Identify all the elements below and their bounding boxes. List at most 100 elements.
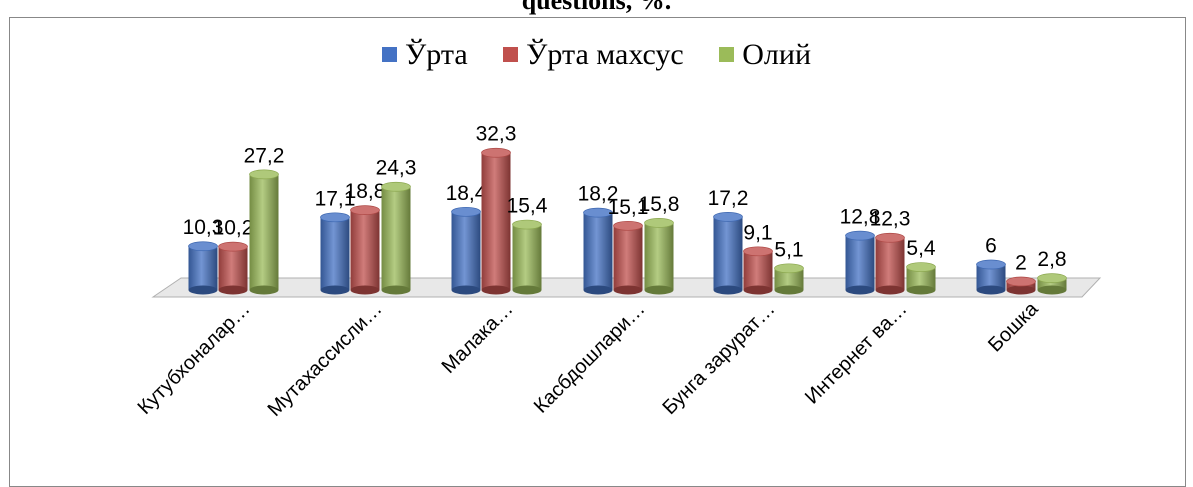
category-label: Мутахассисли… bbox=[264, 298, 387, 421]
legend-swatch-series-3 bbox=[719, 47, 735, 62]
bar-body bbox=[774, 268, 804, 290]
bar bbox=[613, 220, 643, 295]
bar-body bbox=[188, 246, 218, 290]
bar-top bbox=[613, 220, 643, 231]
bar bbox=[218, 241, 248, 295]
bar bbox=[583, 207, 613, 295]
bar-top bbox=[774, 263, 804, 274]
bar bbox=[976, 259, 1006, 295]
bar-body bbox=[743, 251, 773, 290]
bar-base bbox=[1037, 285, 1067, 295]
data-label: 12,8 bbox=[840, 206, 881, 229]
chart-title: questions, %. bbox=[521, 0, 672, 15]
bar bbox=[1006, 276, 1036, 295]
legend-label-series-2: Ўрта махсус bbox=[526, 37, 684, 71]
legend-item-series-3: Олий bbox=[719, 38, 811, 72]
bar-base bbox=[451, 285, 481, 295]
bar-base bbox=[481, 285, 511, 295]
bar-base bbox=[583, 285, 613, 295]
category-label: Малака… bbox=[438, 298, 518, 378]
data-label: 6 bbox=[985, 235, 997, 258]
bar bbox=[481, 147, 511, 295]
bar-body bbox=[451, 211, 481, 290]
bar-body bbox=[644, 222, 674, 290]
category-label: Бошка bbox=[984, 297, 1043, 356]
bar-top bbox=[320, 212, 350, 223]
data-label: 15,4 bbox=[507, 195, 548, 218]
bar-base bbox=[613, 285, 643, 295]
bar-top bbox=[845, 230, 875, 241]
bar-base bbox=[906, 285, 936, 295]
category-label: Интернет ва… bbox=[801, 298, 912, 409]
data-label: 15,1 bbox=[608, 196, 649, 219]
bar bbox=[249, 169, 279, 295]
bar-top bbox=[451, 206, 481, 217]
bar bbox=[1037, 273, 1067, 295]
data-label: 12,3 bbox=[870, 208, 911, 231]
bar bbox=[743, 246, 773, 295]
bar-base bbox=[976, 285, 1006, 295]
bar-top bbox=[381, 181, 411, 192]
bar-base bbox=[1006, 285, 1036, 295]
bar-base bbox=[188, 285, 218, 295]
bar bbox=[713, 212, 743, 295]
bar-top bbox=[906, 262, 936, 272]
data-label: 2 bbox=[1015, 252, 1027, 275]
bar-base bbox=[218, 285, 248, 295]
bar-base bbox=[249, 285, 279, 295]
bar bbox=[320, 212, 350, 295]
bar bbox=[906, 262, 936, 295]
bar-body bbox=[481, 152, 511, 290]
bar-top bbox=[218, 241, 248, 252]
bar-body bbox=[1037, 278, 1067, 290]
bar-top bbox=[743, 246, 773, 257]
bar-top bbox=[583, 207, 613, 218]
data-label: 10,2 bbox=[213, 217, 254, 240]
bar bbox=[644, 218, 674, 295]
bar-body bbox=[320, 217, 350, 290]
data-label: 5,1 bbox=[774, 238, 803, 261]
category-label: Кутубхоналар… bbox=[134, 298, 255, 419]
bar-base bbox=[644, 285, 674, 295]
bar bbox=[188, 241, 218, 295]
bar-body bbox=[249, 174, 279, 290]
bar-base bbox=[381, 285, 411, 295]
bar bbox=[774, 263, 804, 295]
bar-base bbox=[845, 285, 875, 295]
legend-swatch-series-1 bbox=[382, 47, 397, 62]
legend-label-series-1: Ўрта bbox=[405, 37, 468, 71]
bar-body bbox=[350, 210, 380, 290]
bar-top bbox=[249, 169, 279, 180]
bar bbox=[381, 181, 411, 295]
data-label: 18,8 bbox=[345, 180, 386, 203]
data-label: 17,2 bbox=[708, 187, 749, 210]
bar bbox=[875, 232, 905, 295]
bar-body bbox=[583, 212, 613, 290]
legend-item-series-2: Ўрта махсус bbox=[503, 38, 684, 72]
data-label: 18,2 bbox=[578, 183, 619, 206]
bar bbox=[512, 219, 542, 295]
bar-base bbox=[875, 285, 905, 295]
category-label: Касбдошлари… bbox=[530, 298, 650, 418]
bar-base bbox=[350, 285, 380, 295]
bar-base bbox=[320, 285, 350, 295]
bar-top bbox=[644, 218, 674, 228]
bar bbox=[845, 230, 875, 295]
bar bbox=[451, 206, 481, 295]
bar-base bbox=[713, 285, 743, 295]
bar-body bbox=[381, 186, 411, 290]
bar-body bbox=[845, 235, 875, 290]
bar-body bbox=[906, 267, 936, 290]
data-label: 15,8 bbox=[639, 193, 680, 216]
legend-item-series-1: Ўрта bbox=[382, 38, 468, 72]
bar-top bbox=[976, 259, 1006, 270]
bar-top bbox=[1006, 276, 1036, 287]
data-label: 27,2 bbox=[244, 144, 285, 167]
bar-top bbox=[350, 205, 380, 215]
bar-top bbox=[1037, 273, 1067, 283]
bar-base bbox=[512, 285, 542, 295]
bar-top bbox=[481, 147, 511, 158]
bar-base bbox=[774, 285, 804, 295]
bar-body bbox=[613, 225, 643, 290]
